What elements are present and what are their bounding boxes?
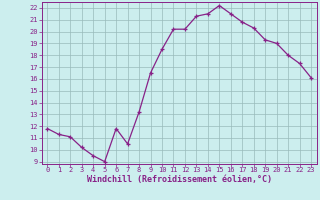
X-axis label: Windchill (Refroidissement éolien,°C): Windchill (Refroidissement éolien,°C) [87, 175, 272, 184]
